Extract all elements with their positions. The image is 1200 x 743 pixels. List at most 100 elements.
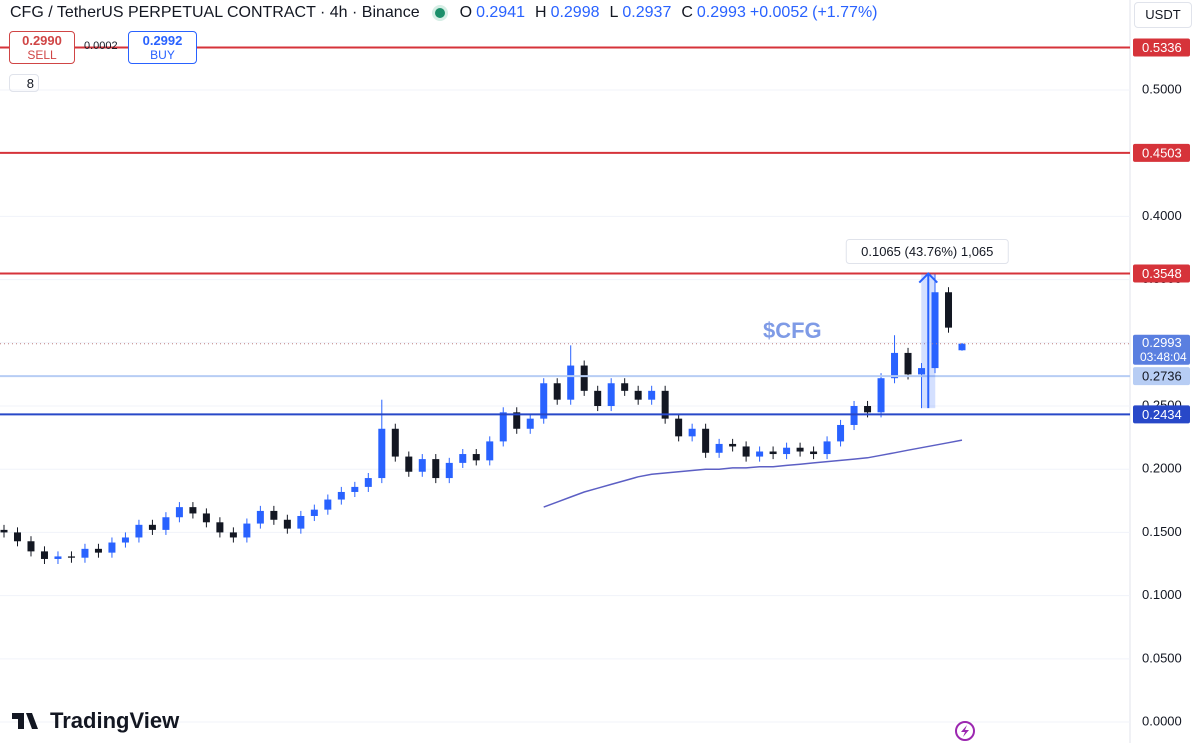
candle-body [0, 529, 8, 533]
candle-body [81, 548, 89, 558]
candle-body [189, 507, 197, 514]
candle-body [337, 491, 345, 500]
candle-body [958, 343, 966, 351]
last-price-label: 0.2993 [1142, 335, 1182, 350]
c-value: 0.2993 [696, 4, 746, 21]
candle-body [27, 541, 35, 552]
sell-button[interactable]: 0.2990 SELL [9, 31, 75, 64]
brand-name: TradingView [50, 708, 180, 733]
candle-body [40, 551, 48, 559]
candle-body [445, 462, 453, 479]
candle-body [810, 451, 818, 455]
change-pct: (+1.77%) [812, 4, 878, 21]
measure-label-box [845, 239, 1009, 265]
candle-body [621, 383, 629, 391]
sell-price: 0.2990 [22, 33, 62, 48]
candle-body [297, 515, 305, 529]
candle-body [688, 428, 696, 437]
candle-body [769, 451, 777, 455]
l-value: 0.2937 [622, 4, 672, 21]
level-label: 0.4503 [1142, 145, 1182, 160]
candle-body [931, 292, 939, 369]
level-label: 0.5336 [1142, 40, 1182, 55]
candle-body [432, 459, 440, 479]
candle-body [742, 446, 750, 457]
candle-body [229, 532, 237, 538]
level-label-box [1133, 38, 1190, 57]
c-label: C [681, 4, 693, 21]
candle-body [405, 456, 413, 472]
candle-body [472, 454, 480, 461]
measure-label: 0.1065 (43.76%) 1,065 [861, 244, 993, 259]
candle-body [648, 390, 656, 400]
candle-body [54, 556, 62, 559]
candle-body [499, 412, 507, 442]
candle-body [594, 390, 602, 407]
candle-body [540, 383, 548, 419]
buy-label: BUY [150, 48, 175, 62]
candle-body [486, 441, 494, 461]
header: CFG / TetherUS PERPETUAL CONTRACT · 4h ·… [10, 4, 884, 22]
y-tick-label: 0.1500 [1142, 524, 1182, 539]
candle-body [243, 523, 251, 538]
candle-body [175, 507, 183, 518]
icon-bolt [961, 725, 969, 737]
candle-body [634, 390, 642, 400]
candle-body [837, 424, 845, 442]
level-label-box [1133, 264, 1190, 283]
candle-body [418, 459, 426, 472]
h-value: 0.2998 [550, 4, 600, 21]
lightning-icon[interactable] [955, 721, 975, 741]
candle-body [162, 517, 170, 530]
level-label: 0.3548 [1142, 266, 1182, 281]
sell-label: SELL [27, 48, 57, 62]
candle-body [526, 418, 534, 429]
chart-annotation: $CFG [763, 318, 822, 343]
candle-body [945, 292, 953, 328]
candle-body [607, 383, 615, 407]
candle-body [904, 352, 912, 375]
candle-body [216, 522, 224, 533]
symbol[interactable]: CFG / TetherUS PERPETUAL CONTRACT · 4h ·… [10, 4, 420, 21]
y-tick-label: 0.5000 [1142, 81, 1182, 96]
y-tick-label: 0.0000 [1142, 713, 1182, 728]
candle-body [135, 524, 143, 538]
h-label: H [535, 4, 547, 21]
candle-body [270, 510, 278, 520]
candle-body [148, 524, 156, 530]
candle-body [783, 447, 791, 455]
change: +0.0052 [749, 4, 809, 21]
candle-body [864, 406, 872, 413]
candle-body [661, 390, 669, 419]
candle-body [310, 509, 318, 516]
last-price-box [1133, 334, 1190, 365]
candle-body [553, 383, 561, 400]
status-dot [431, 5, 448, 21]
candle-body [850, 406, 858, 425]
candle-body [378, 428, 386, 479]
candle-body [256, 510, 264, 524]
o-label: O [459, 4, 473, 21]
candle-body [13, 532, 21, 542]
candle-body [796, 447, 804, 452]
indicators-toggle[interactable]: 8 [9, 74, 39, 92]
candle-body [351, 486, 359, 492]
candle-body [567, 365, 575, 400]
brand: TradingView [12, 708, 179, 734]
countdown: 03:48:04 [1140, 350, 1187, 364]
level-label-box [1133, 367, 1190, 386]
candle-body [67, 556, 75, 558]
spread: 0.0002 [84, 40, 118, 52]
candle-body [324, 499, 332, 510]
buy-button[interactable]: 0.2992 BUY [128, 31, 197, 64]
y-tick-label: 0.0500 [1142, 650, 1182, 665]
currency-select[interactable]: USDT [1134, 2, 1192, 28]
candle-body [891, 352, 899, 379]
candle-body [391, 428, 399, 457]
l-label: L [609, 4, 619, 21]
candle-body [675, 418, 683, 437]
brand-logo [12, 713, 38, 729]
candle-body [364, 478, 372, 487]
logo-shape [12, 713, 38, 729]
